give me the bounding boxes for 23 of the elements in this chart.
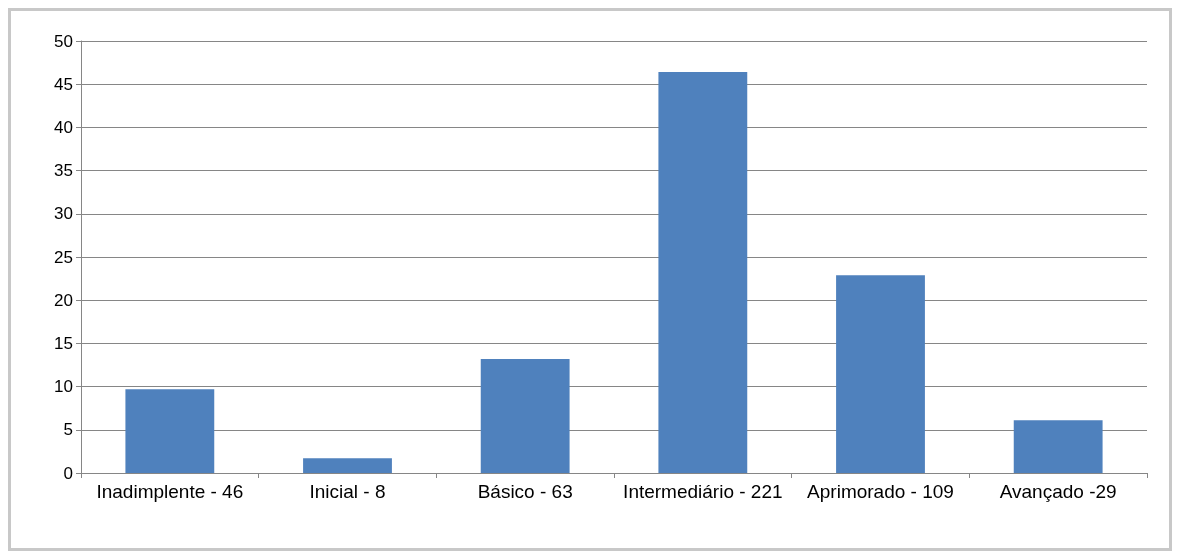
y-tick-label: 40 bbox=[54, 117, 73, 137]
y-tick-label: 15 bbox=[54, 333, 73, 353]
x-tick-label: Aprimorado - 109 bbox=[807, 480, 954, 502]
y-tick-label: 5 bbox=[63, 420, 73, 440]
y-tick-label: 25 bbox=[54, 247, 73, 267]
y-tick-label: 35 bbox=[54, 161, 73, 181]
y-tick-label: 50 bbox=[54, 31, 73, 51]
x-tick-label: Básico - 63 bbox=[477, 480, 573, 502]
bar bbox=[658, 72, 748, 473]
x-tick-label: Intermediário - 221 bbox=[623, 480, 783, 502]
x-tick-label: Inicial - 8 bbox=[309, 480, 386, 502]
x-tick-label: Avançado -29 bbox=[999, 480, 1117, 502]
y-tick-label: 0 bbox=[63, 463, 73, 483]
y-tick-label: 30 bbox=[54, 204, 73, 224]
bar bbox=[480, 358, 570, 473]
y-tick-label: 45 bbox=[54, 74, 73, 94]
bar bbox=[125, 389, 215, 473]
y-tick-label: 20 bbox=[54, 290, 73, 310]
y-tick-label: 10 bbox=[54, 377, 73, 397]
bar bbox=[836, 275, 925, 473]
x-tick-label: Inadimplente - 46 bbox=[96, 480, 244, 502]
bar bbox=[1013, 420, 1103, 473]
bar bbox=[303, 458, 392, 473]
